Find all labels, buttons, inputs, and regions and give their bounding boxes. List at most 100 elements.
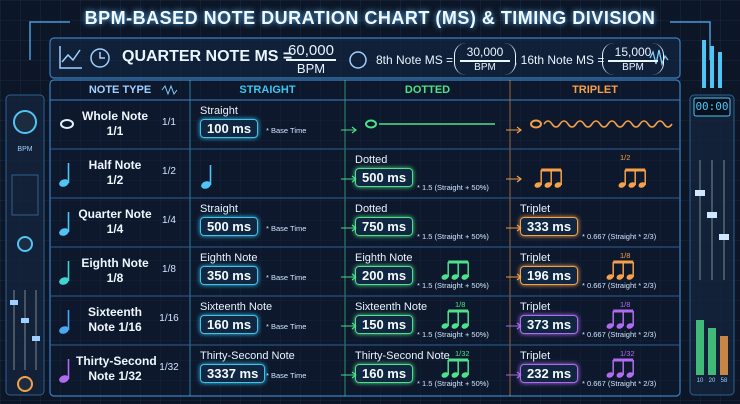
fader-handle — [719, 234, 729, 240]
fraction-numerator: 30,000 — [466, 45, 504, 59]
note-name: Half Note — [88, 158, 142, 172]
value-box: 200 ms — [355, 266, 414, 285]
whole-note-icon — [60, 119, 74, 129]
fraction-bar — [286, 59, 336, 61]
division-tag: 1/2 — [620, 153, 631, 162]
timeline — [543, 120, 673, 128]
value-box: 100 ms — [200, 119, 259, 138]
bpm-bars — [11, 174, 39, 216]
cell-note: * 1.5 (Straight + 50%) — [417, 183, 489, 192]
parentheses — [454, 43, 516, 75]
value-box: 373 ms — [520, 315, 579, 334]
note-name: 1/8 — [106, 271, 124, 285]
knob — [17, 376, 33, 392]
cell-label: Straight — [200, 105, 238, 117]
note-icon — [606, 274, 614, 280]
cell-note: * 0.667 (Straight * 2/3) — [582, 281, 657, 290]
division: 1/2 — [162, 166, 176, 177]
value-box: 500 ms — [200, 217, 259, 236]
fraction-numerator: 15,000 — [614, 45, 652, 59]
note-icon — [451, 323, 459, 329]
note-icon — [626, 372, 634, 378]
cell-label: Triplet — [520, 252, 551, 264]
note-icon — [201, 181, 211, 189]
value-box: 196 ms — [520, 266, 579, 285]
meter-label: 10 — [696, 378, 704, 384]
knob — [17, 236, 33, 252]
note-icon — [616, 323, 624, 329]
note-icon — [534, 182, 542, 188]
clock-hands — [99, 52, 105, 59]
timer-screen — [693, 97, 731, 117]
note-icon — [626, 323, 634, 329]
note-name: Note 1/16 — [88, 320, 142, 334]
slider-handle — [21, 318, 29, 323]
division: 1/4 — [162, 215, 176, 226]
note-name: Thirty-Second — [76, 354, 157, 368]
arrow-head — [516, 175, 522, 183]
cell-note: * 1.5 (Straight + 50%) — [417, 330, 489, 339]
division: 1/16 — [159, 313, 179, 324]
level-bar — [710, 46, 714, 88]
title: BPM-BASED NOTE DURATION CHART (MS) & TIM… — [84, 8, 656, 28]
cell-label: Sixteenth Note — [200, 301, 273, 313]
cell-label: Thirty-Second Note — [355, 350, 450, 362]
note-icon — [606, 372, 614, 378]
value-box: 350 ms — [200, 266, 259, 285]
cell-label: Triplet — [520, 203, 551, 215]
note-name: Note 1/32 — [88, 369, 142, 383]
note-icon — [59, 375, 69, 383]
division: 1/1 — [162, 117, 176, 128]
cell-label: Straight — [200, 203, 238, 215]
note-icon — [441, 323, 449, 329]
header-wave — [161, 84, 178, 96]
note-icon — [554, 182, 562, 188]
division: 1/32 — [159, 362, 179, 373]
slider-handle — [10, 300, 18, 305]
division-tag: 1/8 — [620, 300, 631, 309]
cell-note: * Base Time — [266, 273, 307, 282]
note-icon — [59, 277, 69, 285]
clock-icon — [90, 48, 110, 68]
note-icon — [461, 323, 469, 329]
cell-label: Triplet — [520, 301, 551, 313]
level-bar — [702, 40, 706, 88]
cell-label: Dotted — [355, 154, 388, 166]
note-name: Eighth Note — [81, 256, 149, 270]
cell-note: * 1.5 (Straight + 50%) — [417, 281, 489, 290]
value-box: 150 ms — [355, 315, 414, 334]
note-icon — [618, 182, 626, 188]
meter-label: 20 — [708, 378, 716, 384]
note-icon — [441, 274, 449, 280]
column-header: NOTE TYPE — [88, 84, 152, 96]
timer: 00:00 — [695, 100, 729, 113]
cell-note: * 1.5 (Straight + 50%) — [417, 232, 489, 241]
slider-handle — [32, 336, 40, 341]
cell-note: * Base Time — [266, 322, 307, 331]
cell-label: Thirty-Second Note — [200, 350, 295, 362]
note-name: Sixteenth — [87, 305, 142, 319]
meter — [720, 336, 728, 375]
fraction-bar — [608, 60, 658, 62]
fader-handle — [707, 212, 717, 218]
cell-label: Eighth Note — [355, 252, 413, 264]
note-icon — [59, 326, 69, 334]
note-icon — [638, 182, 646, 188]
cell-label: Dotted — [355, 203, 388, 215]
note-icon — [544, 182, 552, 188]
level-bar — [718, 52, 722, 88]
chart-icon — [59, 46, 82, 69]
formula-label: 8th Note MS = — [376, 53, 454, 67]
note-icon — [628, 182, 636, 188]
parentheses — [602, 43, 664, 75]
cell-note: * 0.667 (Straight * 2/3) — [582, 379, 657, 388]
note-icon — [59, 228, 69, 236]
note-icon — [616, 372, 624, 378]
fader-handle — [695, 190, 705, 196]
note-icon — [59, 179, 69, 187]
division-tag: 1/32 — [620, 349, 635, 358]
column-header: DOTTED — [404, 84, 451, 96]
value-box: 160 ms — [200, 315, 259, 334]
arrow-head — [351, 126, 357, 134]
